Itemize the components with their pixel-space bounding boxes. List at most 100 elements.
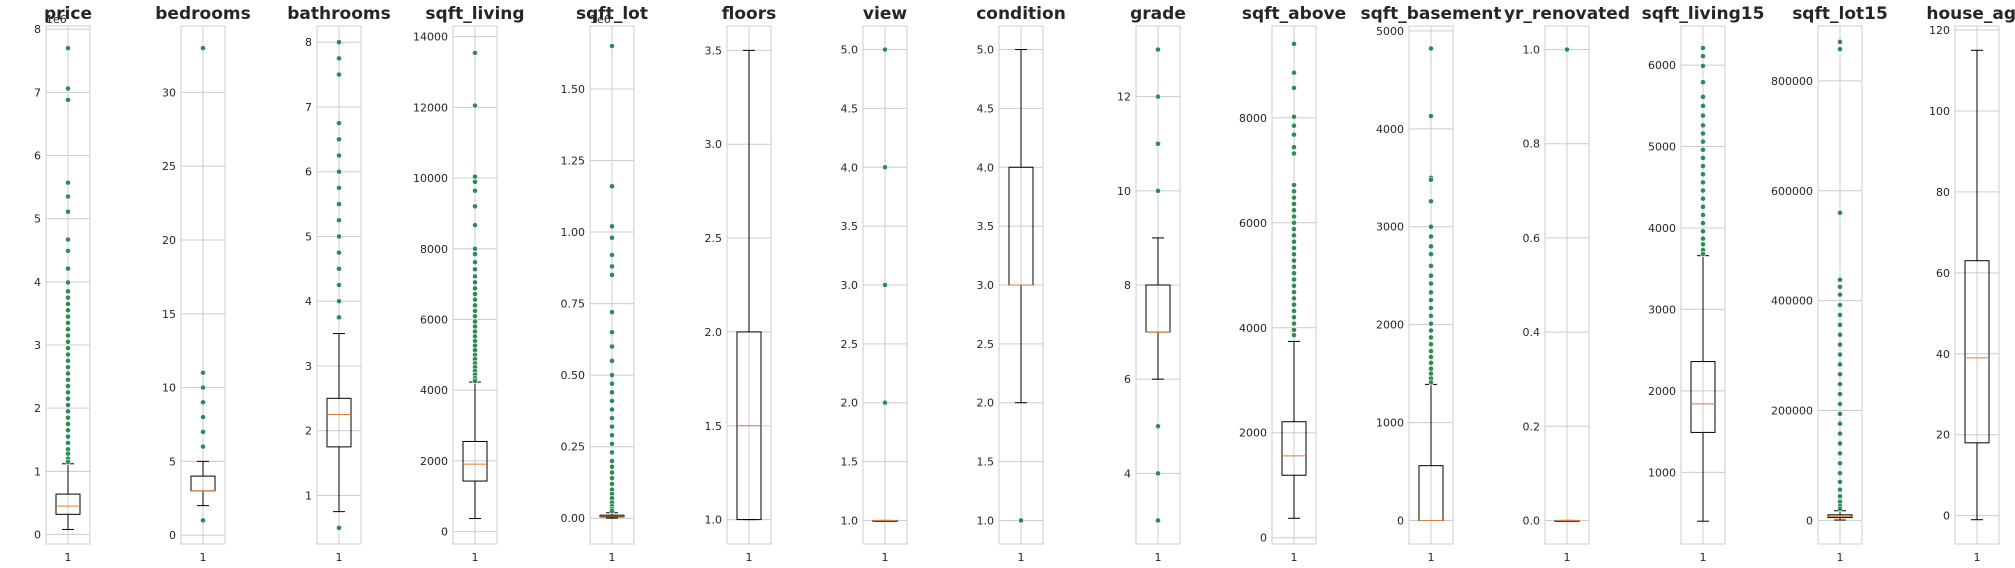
y-tick-label: 0.8 bbox=[1523, 138, 1541, 151]
iqr-box bbox=[462, 440, 488, 482]
axes-frame bbox=[1954, 25, 2000, 545]
y-tick-label: 2.0 bbox=[977, 397, 995, 410]
outlier-point bbox=[1291, 207, 1297, 214]
y-tick-label: 15 bbox=[162, 308, 176, 321]
outlier-point bbox=[200, 384, 206, 391]
outlier-point bbox=[65, 332, 71, 339]
outlier-point bbox=[1700, 251, 1706, 257]
outlier-point bbox=[336, 39, 342, 46]
y-tick-label: 1.0 bbox=[841, 514, 859, 527]
outlier-point bbox=[65, 433, 71, 440]
y-tick-label: 6 bbox=[34, 150, 41, 163]
outlier-point bbox=[472, 49, 478, 56]
outlier-point bbox=[1700, 102, 1706, 109]
y-tick-label: 12000 bbox=[413, 101, 448, 114]
outlier-point bbox=[1700, 138, 1706, 145]
axes-frame bbox=[45, 25, 91, 545]
chart-panel: 0 20 40 60 80 100 120 1 house_age bbox=[1926, 4, 2015, 564]
outlier-point bbox=[1428, 251, 1434, 258]
y-tick-label: 0.75 bbox=[561, 298, 586, 311]
outlier-point bbox=[65, 247, 71, 254]
outlier-point bbox=[65, 395, 71, 402]
outlier-point bbox=[336, 217, 342, 224]
outlier-point bbox=[1291, 69, 1297, 76]
outlier-point bbox=[472, 328, 478, 335]
outlier-point bbox=[609, 508, 615, 514]
outlier-point bbox=[1837, 470, 1843, 477]
outlier-point bbox=[1291, 295, 1297, 302]
y-tick-label: 0 bbox=[1397, 514, 1404, 527]
y-tick-label: 3.0 bbox=[841, 279, 859, 292]
x-tick-label: 1 bbox=[65, 551, 72, 564]
outlier-point bbox=[1428, 365, 1434, 372]
outlier-point bbox=[1291, 213, 1297, 220]
outlier-point bbox=[1837, 460, 1843, 467]
outlier-point bbox=[1837, 321, 1843, 328]
outlier-point bbox=[1291, 150, 1297, 157]
y-tick-label: 0.0 bbox=[1523, 514, 1541, 527]
outlier-point bbox=[609, 440, 615, 447]
x-tick-label: 1 bbox=[1428, 551, 1435, 564]
outlier-point bbox=[336, 524, 342, 531]
outlier-point bbox=[1837, 276, 1843, 283]
y-tick-label: 1.0 bbox=[1523, 44, 1541, 57]
outlier-point bbox=[1291, 320, 1297, 327]
outlier-point bbox=[1837, 38, 1843, 45]
y-tick-label: 1000 bbox=[1376, 417, 1404, 430]
axes-frame bbox=[1408, 25, 1454, 545]
outlier-point bbox=[1700, 79, 1706, 86]
outlier-point bbox=[1291, 332, 1297, 339]
chart-title: sqft_basement bbox=[1360, 4, 1501, 24]
outlier-point bbox=[65, 179, 71, 186]
outlier-point bbox=[609, 357, 615, 364]
outlier-point bbox=[609, 329, 615, 336]
y-tick-label: 0 bbox=[441, 526, 448, 539]
y-tick-label: 7 bbox=[305, 101, 312, 114]
outlier-point bbox=[882, 164, 888, 171]
outlier-point bbox=[1837, 410, 1843, 417]
outlier-point bbox=[200, 399, 206, 406]
outlier-point bbox=[1291, 263, 1297, 270]
outlier-point bbox=[609, 263, 615, 270]
outlier-point bbox=[1428, 327, 1434, 334]
outlier-point bbox=[609, 475, 615, 482]
y-tick-label: 0 bbox=[1943, 510, 1950, 523]
outlier-point bbox=[1564, 46, 1570, 53]
outlier-point bbox=[1837, 450, 1843, 457]
x-tick-label: 1 bbox=[336, 551, 343, 564]
outlier-point bbox=[609, 252, 615, 258]
axes-frame bbox=[452, 25, 498, 545]
y-tick-label: 1.0 bbox=[977, 514, 995, 527]
outlier-point bbox=[1428, 348, 1434, 354]
y-tick-label: 0.6 bbox=[1523, 232, 1541, 245]
x-tick-label: 1 bbox=[1018, 551, 1025, 564]
outlier-point bbox=[1700, 45, 1706, 51]
outlier-point bbox=[1700, 122, 1706, 129]
chart-title: sqft_lot15 bbox=[1792, 4, 1888, 24]
chart-panel: 0 1000 2000 3000 4000 5000 1 sqft_basement bbox=[1360, 4, 1501, 564]
outlier-point bbox=[1837, 430, 1843, 437]
outlier-point bbox=[882, 46, 888, 53]
chart-panel: 1.0 1.5 2.0 2.5 3.0 3.5 4.0 4.5 5.0 1 condition bbox=[976, 4, 1066, 564]
y-tick-label: 1.5 bbox=[977, 456, 995, 469]
outlier-point bbox=[1291, 85, 1297, 91]
outlier-point bbox=[1700, 130, 1706, 137]
outlier-point bbox=[65, 320, 71, 326]
outlier-point bbox=[1428, 176, 1434, 183]
outlier-point bbox=[200, 414, 206, 420]
y-tick-label: 2.0 bbox=[841, 397, 859, 410]
outlier-point bbox=[336, 71, 342, 78]
chart-title: sqft_lot bbox=[576, 4, 648, 24]
outlier-point bbox=[609, 309, 615, 316]
y-tick-label: 5.0 bbox=[977, 44, 995, 57]
y-tick-label: 2.0 bbox=[705, 326, 723, 339]
y-tick-label: 7 bbox=[34, 86, 41, 99]
outlier-point bbox=[1700, 163, 1706, 169]
y-tick-label: 0.00 bbox=[561, 512, 586, 525]
outlier-point bbox=[65, 414, 71, 421]
y-tick-label: 400000 bbox=[1771, 295, 1813, 308]
chart-title: condition bbox=[976, 4, 1066, 24]
outlier-point bbox=[336, 298, 342, 305]
iqr-box bbox=[1690, 361, 1716, 433]
y-tick-label: 2.5 bbox=[977, 338, 995, 351]
